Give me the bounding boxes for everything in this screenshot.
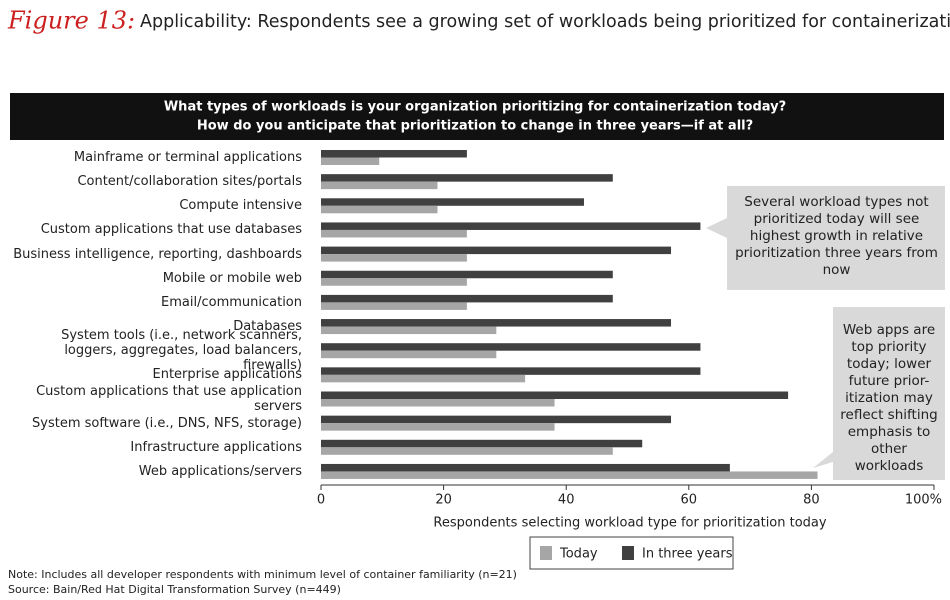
bar	[321, 270, 613, 279]
callout-box	[813, 307, 945, 480]
bar	[321, 198, 584, 206]
bar	[321, 174, 613, 182]
category-label: Content/collaboration sites/portals	[77, 174, 302, 190]
category-label: System tools (i.e., network scanners, lo…	[61, 328, 302, 374]
chart-title: Applicability: Respondents see a growing…	[140, 12, 950, 32]
bar	[321, 343, 701, 351]
question-line: What types of workloads is your organiza…	[164, 100, 786, 115]
figure-label: Figure 13:	[7, 7, 135, 35]
bar	[321, 463, 730, 472]
bar	[321, 294, 613, 303]
x-tick-label: 100%	[905, 493, 942, 508]
note: Note: Includes all developer respondents…	[8, 568, 517, 581]
category-label: Databases	[233, 319, 302, 335]
x-tick-label: 20	[435, 493, 452, 508]
bar	[321, 399, 555, 407]
bar	[321, 391, 789, 399]
category-label: Email/communication	[161, 294, 302, 310]
bar	[321, 439, 643, 448]
category-label: Custom applications that use application…	[36, 384, 302, 414]
bar	[321, 157, 380, 165]
bar	[321, 302, 467, 310]
bar	[321, 181, 438, 190]
bar	[321, 471, 818, 479]
bar	[321, 319, 672, 327]
bar	[321, 205, 438, 214]
bar	[321, 423, 555, 431]
x-axis-label: Respondents selecting workload type for …	[433, 516, 826, 531]
category-label: Custom applications that use databases	[40, 222, 302, 238]
category-label: Enterprise applications	[152, 367, 303, 383]
x-tick-label: 80	[803, 493, 820, 508]
x-tick-label: 60	[681, 493, 698, 508]
question-line: How do you anticipate that prioritizatio…	[197, 119, 753, 134]
bar	[321, 150, 467, 158]
x-tick-label: 0	[317, 493, 325, 508]
note: Source: Bain/Red Hat Digital Transformat…	[8, 583, 341, 596]
bar	[321, 447, 613, 455]
bar	[321, 246, 672, 255]
category-label: Web applications/servers	[138, 463, 302, 479]
x-tick-label: 40	[558, 493, 575, 508]
bar	[321, 229, 467, 238]
bar	[321, 222, 701, 230]
category-label: Business intelligence, reporting, dashbo…	[13, 246, 302, 262]
legend-label: In three years	[642, 547, 733, 562]
question-banner	[10, 93, 944, 140]
category-label: Compute intensive	[179, 198, 302, 214]
legend-swatch	[540, 546, 552, 560]
bar	[321, 374, 526, 383]
category-label: Mainframe or terminal applications	[73, 150, 302, 165]
legend-label: Today	[559, 547, 598, 562]
bar	[321, 326, 497, 335]
category-label: Infrastructure applications	[130, 439, 302, 455]
bar	[321, 350, 497, 359]
bar	[321, 415, 672, 424]
annotation: Web apps are top priority today; lower f…	[840, 322, 938, 474]
annotation: Several workload types not prioritized t…	[735, 194, 938, 278]
callout-box	[706, 186, 945, 290]
bar	[321, 278, 467, 286]
legend-swatch	[622, 546, 634, 560]
category-label: Mobile or mobile web	[162, 270, 302, 286]
category-label: System software (i.e., DNS, NFS, storage…	[32, 415, 302, 431]
bar	[321, 254, 467, 262]
bar	[321, 367, 701, 375]
